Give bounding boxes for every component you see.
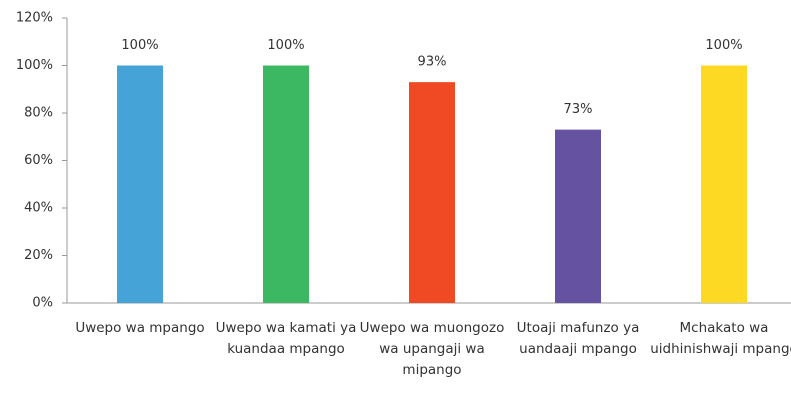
x-tick-label: Uwepo wa kamati ya kuandaa mpango — [215, 320, 357, 357]
x-tick-label: Utoaji mafunzo ya uandaaji mpango — [516, 320, 640, 357]
y-tick-label: 80% — [24, 106, 53, 121]
bar — [555, 129, 601, 303]
value-label: 93% — [418, 55, 447, 70]
bar — [117, 65, 163, 303]
y-tick-label: 60% — [24, 153, 53, 168]
x-tick-label: Uwepo wa mpango — [75, 320, 205, 336]
y-tick-label: 40% — [24, 201, 53, 216]
x-tick-label: Mchakato wa uidhinishwaji mpango — [650, 320, 791, 357]
bar — [701, 65, 747, 303]
y-tick-label: 20% — [24, 248, 53, 263]
value-label: 100% — [705, 38, 742, 53]
value-label: 100% — [267, 38, 304, 53]
y-tick-label: 120% — [16, 11, 53, 26]
value-label: 100% — [121, 38, 158, 53]
value-label: 73% — [564, 102, 593, 117]
x-tick-label: Uwepo wa muongozo wa upangaji wa mipango — [359, 320, 505, 378]
y-tick-label: 0% — [32, 296, 53, 311]
bar — [263, 65, 309, 303]
y-tick-label: 100% — [16, 58, 53, 73]
bar — [409, 82, 455, 303]
